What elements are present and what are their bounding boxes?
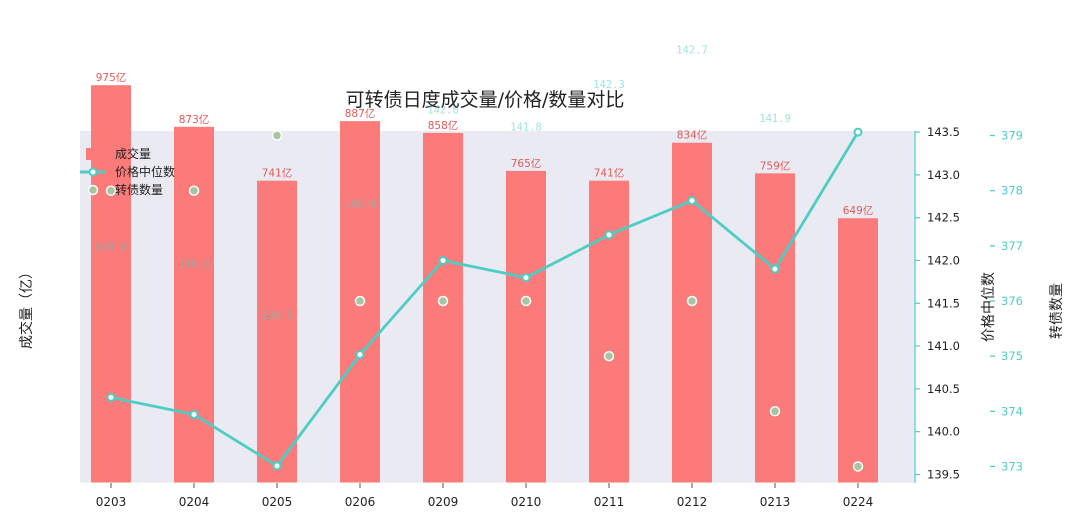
x-tick-label-0206: 0206 bbox=[345, 495, 376, 509]
bar-label-0203: 975亿 bbox=[96, 71, 127, 84]
count-tick-label-376: 376 bbox=[1001, 294, 1023, 308]
price-label-0204: 140.2 bbox=[178, 259, 210, 271]
count-point-0213 bbox=[769, 406, 781, 417]
x-tick-label-0211: 0211 bbox=[594, 495, 625, 509]
price-marker-0212 bbox=[687, 196, 697, 206]
count-point-0205 bbox=[271, 130, 283, 141]
price-tick-label-140.0: 140.0 bbox=[927, 425, 960, 439]
price-marker-0206 bbox=[355, 350, 365, 360]
labels-layer: 975亿 873亿 741亿 887亿 858亿 765亿 741亿 834亿 759亿 649亿… bbox=[95, 45, 874, 322]
count-axis: 373 374 375 376 377 378 379 bbox=[990, 129, 1023, 473]
bar-label-0204: 873亿 bbox=[179, 113, 210, 126]
bar-0210 bbox=[506, 170, 546, 483]
legend-line-label: 价格中位数 bbox=[115, 164, 175, 179]
legend: 成交量 价格中位数 转债数量 bbox=[80, 146, 175, 197]
count-tick-label-375: 375 bbox=[1001, 349, 1023, 363]
bar-label-0209: 858亿 bbox=[428, 119, 459, 132]
count-point-0224 bbox=[852, 461, 864, 472]
price-marker-0213 bbox=[770, 264, 780, 274]
line-layer bbox=[106, 127, 863, 471]
x-tick-label-0204: 0204 bbox=[179, 495, 210, 509]
price-tick-label-143.5: 143.5 bbox=[927, 125, 960, 139]
price-tick-label-140.5: 140.5 bbox=[927, 382, 960, 396]
count-point-0204 bbox=[188, 185, 200, 196]
price-marker-0210 bbox=[521, 273, 531, 283]
price-axis: 139.5 140.0 140.5 141.0 141.5 142.0 142.5 143.0… bbox=[914, 125, 960, 483]
legend-bar-swatch bbox=[86, 148, 108, 160]
bar-label-0210: 765亿 bbox=[511, 157, 542, 170]
legend-line-marker bbox=[88, 167, 98, 177]
x-axis: 0203 0204 0205 0206 0209 0210 0211 0212 0213 0224 bbox=[80, 482, 915, 509]
price-label-0211: 142.3 bbox=[593, 79, 625, 91]
x-tick-label-0224: 0224 bbox=[843, 495, 874, 509]
legend-scatter-label: 转债数量 bbox=[115, 182, 163, 197]
price-marker-0203 bbox=[106, 392, 116, 402]
price-marker-0204 bbox=[189, 410, 199, 420]
price-label-0212: 142.7 bbox=[676, 45, 708, 57]
bar-label-0224: 649亿 bbox=[843, 204, 874, 217]
price-tick-label-143.0: 143.0 bbox=[927, 168, 960, 182]
chart-title: 可转债日度成交量/价格/数量对比 bbox=[346, 89, 625, 111]
price-tick-label-141.0: 141.0 bbox=[927, 339, 960, 353]
count-tick-label-374: 374 bbox=[1001, 404, 1023, 418]
bar-label-0212: 834亿 bbox=[677, 129, 708, 142]
y3-axis-label: 转债数量 bbox=[1049, 283, 1065, 339]
y-axis-label: 成交量（亿） bbox=[18, 265, 35, 349]
count-point-0209 bbox=[437, 295, 449, 307]
x-tick-label-0210: 0210 bbox=[511, 495, 542, 509]
count-tick-label-378: 378 bbox=[1001, 184, 1023, 198]
bar-0204 bbox=[174, 126, 214, 483]
count-point-0206 bbox=[354, 295, 366, 307]
y2-axis-label: 价格中位数 bbox=[981, 272, 997, 342]
price-label-0206: 140.9 bbox=[344, 199, 376, 211]
bar-label-0206: 887亿 bbox=[345, 107, 376, 120]
price-tick-label-142.5: 142.5 bbox=[927, 211, 960, 225]
price-label-0205: 139.6 bbox=[261, 310, 293, 322]
bar-0203 bbox=[91, 85, 131, 483]
price-tick-label-142.0: 142.0 bbox=[927, 253, 960, 267]
bar-0212 bbox=[672, 142, 712, 483]
price-marker-0224 bbox=[853, 127, 863, 137]
x-tick-label-0212: 0212 bbox=[677, 495, 708, 509]
count-tick-label-377: 377 bbox=[1001, 239, 1023, 253]
legend-scatter-swatch bbox=[87, 184, 99, 196]
count-point-0212 bbox=[686, 295, 698, 307]
bar-0213 bbox=[755, 173, 795, 483]
bar-label-0213: 759亿 bbox=[760, 159, 791, 172]
bar-0209 bbox=[423, 132, 463, 483]
x-tick-label-0205: 0205 bbox=[262, 495, 293, 509]
price-tick-label-139.5: 139.5 bbox=[927, 467, 960, 481]
price-label-0203: 140.4 bbox=[95, 241, 127, 253]
count-tick-label-379: 379 bbox=[1001, 129, 1023, 143]
price-label-0213: 141.9 bbox=[759, 113, 791, 125]
legend-bar-label: 成交量 bbox=[115, 146, 151, 161]
count-point-0210 bbox=[520, 295, 532, 307]
price-marker-0205 bbox=[272, 461, 282, 471]
price-label-0210: 141.8 bbox=[510, 122, 542, 134]
price-marker-0209 bbox=[438, 255, 448, 265]
x-tick-label-0213: 0213 bbox=[760, 495, 791, 509]
price-line bbox=[110, 131, 860, 468]
x-tick-label-0203: 0203 bbox=[96, 495, 127, 509]
bar-0224 bbox=[838, 218, 878, 483]
scatter-layer bbox=[105, 130, 864, 472]
bar-label-0205: 741亿 bbox=[262, 167, 293, 180]
bar-label-0211: 741亿 bbox=[594, 167, 625, 180]
count-point-0203 bbox=[105, 185, 117, 196]
count-tick-label-373: 373 bbox=[1001, 459, 1023, 473]
bar-0211 bbox=[589, 180, 629, 483]
x-tick-label-0209: 0209 bbox=[428, 495, 459, 509]
price-label-0209: 142.0 bbox=[427, 104, 459, 116]
price-tick-label-141.5: 141.5 bbox=[927, 296, 960, 310]
bar-0205 bbox=[257, 180, 297, 483]
count-point-0211 bbox=[603, 350, 615, 362]
price-marker-0211 bbox=[604, 230, 614, 240]
